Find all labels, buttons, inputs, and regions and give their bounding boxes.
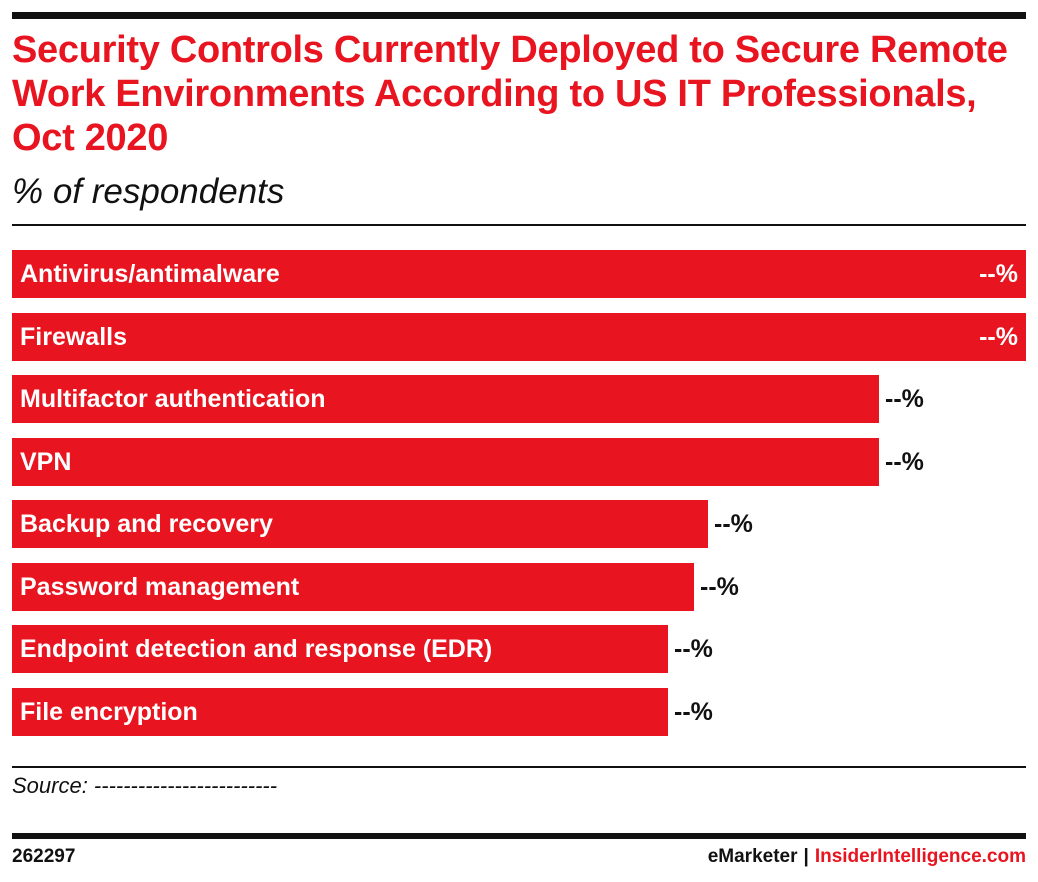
bar-value-label: --% bbox=[674, 698, 713, 726]
bar-category-label: Endpoint detection and response (EDR) bbox=[20, 635, 493, 663]
bar: VPN bbox=[12, 438, 879, 486]
bar-value-label: --% bbox=[714, 510, 753, 538]
bar-category-label: Multifactor authentication bbox=[20, 385, 326, 413]
bar-value-label: --% bbox=[885, 448, 924, 476]
bar-value-label: --% bbox=[674, 635, 713, 663]
bar-row: Password management --% bbox=[12, 563, 1026, 611]
bar-category-label: Antivirus/antimalware bbox=[20, 260, 280, 288]
bar-value-label: --% bbox=[700, 573, 739, 601]
footer-rule bbox=[12, 833, 1026, 839]
bar-value-label: --% bbox=[979, 260, 1018, 288]
chart-subtitle: % of respondents bbox=[12, 172, 285, 211]
source-divider bbox=[12, 766, 1026, 768]
bar-row: VPN --% bbox=[12, 438, 1026, 486]
bar: File encryption bbox=[12, 688, 668, 736]
bar-row: Antivirus/antimalware --% bbox=[12, 250, 1026, 298]
bar-category-label: Backup and recovery bbox=[20, 510, 273, 538]
bar: Antivirus/antimalware bbox=[12, 250, 1026, 298]
brand-insider-intelligence-link[interactable]: InsiderIntelligence.com bbox=[814, 846, 1026, 867]
bar-category-label: VPN bbox=[20, 448, 72, 476]
brand-separator: | bbox=[803, 846, 809, 867]
bar: Backup and recovery bbox=[12, 500, 708, 548]
bar-category-label: Firewalls bbox=[20, 323, 127, 351]
bar-value-label: --% bbox=[979, 323, 1018, 351]
header-divider bbox=[12, 224, 1026, 226]
bar-chart: Antivirus/antimalware --% Firewalls --% Mult… bbox=[12, 250, 1026, 740]
bar: Firewalls bbox=[12, 313, 1026, 361]
bar-category-label: File encryption bbox=[20, 698, 198, 726]
brand-footer[interactable]: eMarketer | InsiderIntelligence.com bbox=[708, 846, 1026, 868]
bar-category-label: Password management bbox=[20, 573, 300, 601]
bar-row: Endpoint detection and response (EDR) --% bbox=[12, 625, 1026, 673]
bar: Multifactor authentication bbox=[12, 375, 879, 423]
bar-row: Backup and recovery --% bbox=[12, 500, 1026, 548]
bar-value-label: --% bbox=[885, 385, 924, 413]
bar-row: Multifactor authentication --% bbox=[12, 375, 1026, 423]
bar: Endpoint detection and response (EDR) bbox=[12, 625, 668, 673]
brand-emarketer[interactable]: eMarketer bbox=[707, 846, 798, 867]
chart-id: 262297 bbox=[12, 846, 76, 867]
bar: Password management bbox=[12, 563, 694, 611]
bar-row: File encryption --% bbox=[12, 688, 1026, 736]
top-rule bbox=[12, 12, 1026, 19]
source-note: Source: ------------------------- bbox=[12, 773, 278, 798]
bar-row: Firewalls --% bbox=[12, 313, 1026, 361]
chart-title: Security Controls Currently Deployed to … bbox=[12, 29, 1008, 159]
